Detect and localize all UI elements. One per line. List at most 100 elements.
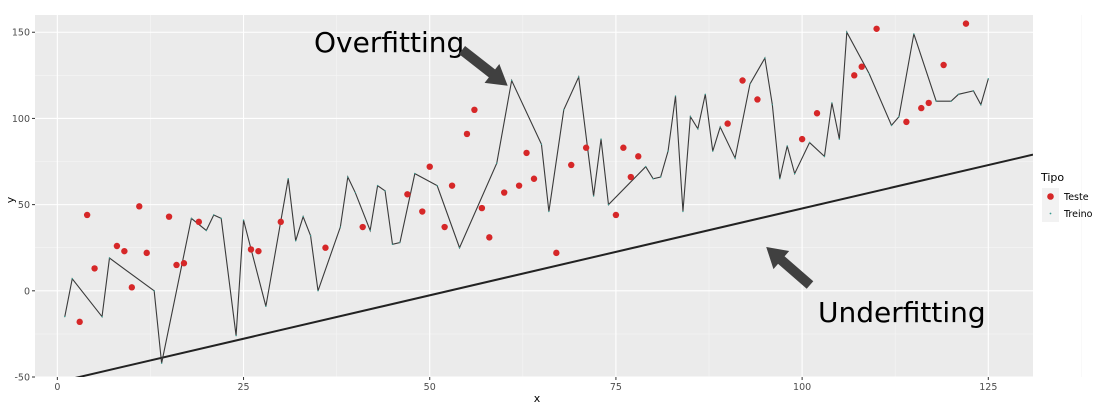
teste-point [620,144,627,151]
teste-point [195,218,203,226]
treino-point [689,116,692,118]
treino-point [697,128,699,130]
treino-point [391,243,394,245]
teste-point [136,203,143,210]
treino-point [823,155,826,158]
treino-point [980,103,982,106]
x-tick-label: 125 [979,382,997,393]
treino-point [354,191,356,194]
treino-point [838,138,841,140]
treino-point [294,240,297,242]
teste-point [441,223,448,231]
treino-point [786,145,788,147]
teste-point [180,260,188,267]
teste-point [255,247,262,255]
treino-point [712,150,714,152]
treino-point [607,203,610,206]
treino-point [71,278,73,280]
teste-point [359,223,366,231]
treino-point [235,334,237,337]
treino-point [704,93,706,95]
teste-point [478,204,486,212]
teste-point [798,135,806,143]
teste-point [918,104,925,112]
teste-point [143,249,150,257]
y-axis-title: y [4,196,17,203]
teste-point [83,211,91,219]
teste-point [582,144,590,151]
treino-point [384,190,386,192]
treino-point [548,210,550,213]
treino-point [972,90,975,92]
treino-point [205,229,207,232]
treino-point [667,150,669,152]
treino-point [376,184,379,187]
treino-point [935,100,937,102]
teste-point [739,77,746,84]
treino-point [846,31,848,33]
overfitting-arrow [458,46,508,86]
teste-point [463,130,471,138]
treino-point [957,93,960,95]
teste-point [91,265,98,272]
teste-point [530,175,538,182]
treino-point [265,305,267,308]
x-tick-label: 0 [54,382,60,393]
treino-point [302,215,304,218]
treino-point [458,247,461,249]
teste-point [515,182,523,189]
treino-point [213,214,215,216]
treino-point [779,178,781,180]
treino-point [287,178,289,180]
treino-point [592,195,595,197]
treino-point [831,102,833,104]
teste-point [426,163,433,170]
series-layer [64,20,1033,377]
grid-lines [35,15,1082,378]
treino-point [764,57,766,59]
teste-point [128,284,136,291]
underfitting-arrow [766,246,814,289]
teste-point [76,318,83,326]
y-tick-label: -50 [14,373,30,384]
treino-point [309,234,312,237]
treino-point [496,162,498,164]
treino-point [153,290,155,292]
teste-point [553,249,560,257]
treino-point [682,210,684,213]
treino-point [399,241,401,244]
underfit-regression-line [74,153,1033,377]
treino-point [719,126,721,128]
treino-point [347,176,349,178]
treino-point [645,165,647,168]
teste-point [813,110,821,117]
teste-point [404,191,411,198]
treino-point [600,138,602,140]
treino-point [64,315,66,318]
teste-point [419,208,426,215]
teste-point [635,153,642,160]
x-axis-title: x [534,392,541,403]
teste-point [277,218,284,226]
teste-point [322,244,329,251]
underfitting-label: Underfitting [818,296,986,329]
treino-point [734,157,736,159]
legend-key-treino [1049,212,1052,215]
treino-point [220,217,222,220]
treino-point [108,257,111,259]
treino-point [674,95,677,97]
treino-point [540,143,543,145]
teste-point [173,261,180,269]
teste-point [612,211,620,219]
treino-point [890,124,893,127]
treino-point [771,103,774,106]
y-tick-label: 50 [18,200,30,211]
treino-point [101,315,103,318]
teste-point [501,189,508,196]
treino-point [659,176,662,178]
treino-point [868,72,870,75]
teste-point [486,234,493,241]
y-tick-label: 100 [12,114,30,125]
treino-point [339,226,342,228]
legend-title: Tipo [1040,171,1064,184]
